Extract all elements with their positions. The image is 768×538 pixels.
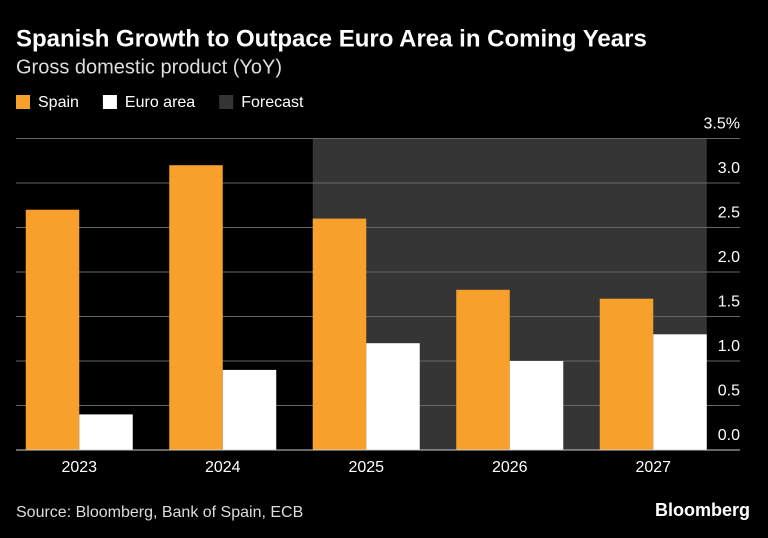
bar [169,165,223,450]
y-tick-label: 3.0 [718,160,740,177]
y-tick-label: 0.5 [718,383,740,400]
bar [222,369,277,450]
y-tick-label: 1.0 [718,338,740,355]
brand: Bloomberg [655,500,750,520]
legend-swatch [219,95,234,109]
bar [312,218,367,450]
x-tick-label: 2023 [61,459,97,476]
bar [653,334,707,450]
bar [509,361,564,450]
legend-label: Euro area [125,94,195,111]
x-tick-label: 2027 [635,459,671,476]
bar [79,414,133,450]
y-tick-label: 1.5 [718,294,740,311]
x-tick-label: 2025 [348,459,384,476]
y-tick-label: 2.0 [718,249,740,266]
y-tick-label: 3.5% [704,116,740,133]
x-tick-label: 2024 [205,459,241,476]
legend-label: Spain [38,94,79,111]
legend-label: Forecast [241,94,304,111]
chart-title: Spanish Growth to Outpace Euro Area in C… [16,25,647,52]
y-tick-label: 0.0 [718,427,740,444]
x-tick-label: 2026 [492,459,528,476]
source: Source: Bloomberg, Bank of Spain, ECB [16,504,303,521]
bar [456,289,510,450]
bar [599,298,654,450]
legend-swatch [102,95,117,109]
legend-swatch [16,95,30,109]
bar [25,209,80,450]
y-tick-label: 2.5 [718,205,740,222]
chart-subtitle: Gross domestic product (YoY) [16,56,282,78]
bar [366,343,420,450]
